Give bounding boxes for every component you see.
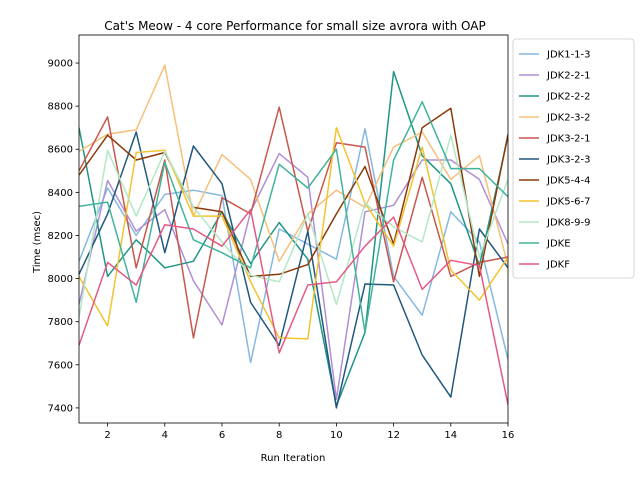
x-axis-title: Run Iteration: [261, 453, 326, 464]
series-line-jdk3-2-1: [79, 106, 508, 339]
y-tick-label: 8000: [48, 274, 73, 285]
y-tick-label: 7600: [48, 360, 73, 371]
y-tick-label: 8200: [48, 231, 73, 242]
x-tick-label: 10: [330, 430, 343, 441]
y-tick-label: 7400: [48, 403, 73, 414]
legend: JDK1-1-3 JDK2-2-1 JDK2-2-2 JDK2-3-2 JDK3-2-1…: [512, 38, 635, 279]
y-tick-label: 8800: [48, 102, 73, 113]
series-line-jdke: [79, 101, 508, 334]
x-tick-label: 12: [387, 430, 400, 441]
x-tick-label: 6: [219, 430, 225, 441]
x-tick-label: 4: [162, 430, 168, 441]
y-tick-label: 7800: [48, 317, 73, 328]
x-tick-label: 2: [104, 430, 110, 441]
x-axis: 2 4 6 8 10 12 14 16: [104, 423, 514, 441]
legend-label: JDKE: [546, 239, 571, 250]
series-line-jdk3-2-3: [79, 131, 508, 409]
y-axis: 7400 7600 7800 8000 8200 8400 8600 8800 9000: [48, 59, 79, 414]
series-line-jdk8-9-9: [79, 134, 508, 318]
series-line-jdk5-6-7: [79, 126, 508, 340]
series-line-jdkf: [79, 208, 508, 405]
y-tick-label: 9000: [48, 59, 73, 70]
legend-label: JDK3-2-1: [546, 134, 591, 145]
legend-label: JDK1-1-3: [546, 50, 591, 61]
y-tick-label: 8600: [48, 145, 73, 156]
legend-label: JDK2-2-1: [546, 71, 591, 82]
y-axis-title: Time (msec): [32, 211, 43, 274]
series-lines: [79, 64, 508, 409]
y-tick-label: 8400: [48, 188, 73, 199]
series-line-jdk2-2-1: [79, 152, 508, 401]
legend-label: JDK2-3-2: [546, 113, 591, 124]
plot-area: [78, 34, 509, 424]
legend-label: JDK5-4-4: [546, 176, 591, 187]
legend-label: JDK8-9-9: [546, 218, 591, 229]
legend-box: [512, 38, 635, 279]
chart-title: Cat's Meow - 4 core Performance for smal…: [104, 19, 485, 33]
legend-label: JDK2-2-2: [546, 92, 591, 103]
plot-frame: [78, 34, 509, 424]
x-tick-label: 14: [444, 430, 457, 441]
legend-label: JDKF: [546, 260, 570, 271]
series-line-jdk2-3-2: [79, 64, 508, 266]
legend-label: JDK5-6-7: [546, 197, 591, 208]
x-tick-label: 16: [502, 430, 515, 441]
legend-label: JDK3-2-3: [546, 155, 591, 166]
series-line-jdk5-4-4: [79, 107, 508, 278]
x-tick-label: 8: [276, 430, 282, 441]
